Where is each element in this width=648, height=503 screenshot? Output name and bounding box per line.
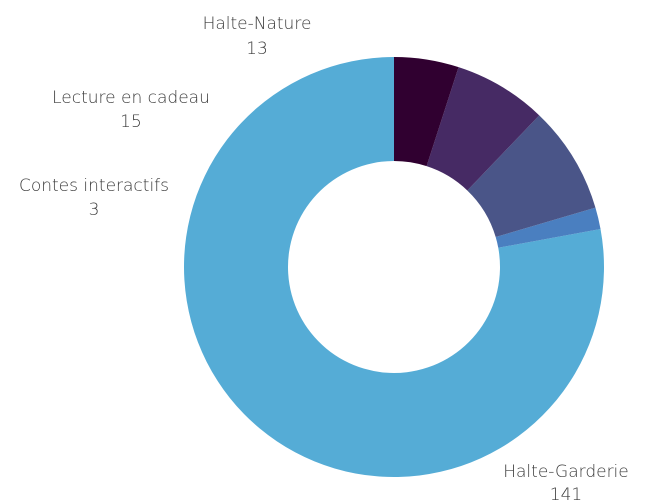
slice-labels: Halte-Garderie 141 Contes interactifs 3 Lect…	[19, 14, 629, 503]
slice-category-label: Halte-Nature	[203, 14, 312, 34]
donut-slice	[495, 207, 601, 248]
donut-slice	[467, 115, 596, 238]
donut-slice	[426, 67, 540, 191]
slice-value-label: 13	[246, 39, 268, 59]
slice-value-label: 141	[550, 485, 582, 503]
slice-category-label: Contes interactifs	[19, 176, 169, 196]
slice-category-label: Lecture en cadeau	[52, 88, 210, 108]
slice-value-label: 15	[120, 112, 142, 132]
donut-slice	[394, 57, 459, 167]
slice-value-label: 3	[89, 200, 100, 220]
donut-slice	[183, 57, 604, 477]
donut-slices	[183, 57, 604, 477]
slice-category-label: Halte-Garderie	[503, 462, 629, 482]
